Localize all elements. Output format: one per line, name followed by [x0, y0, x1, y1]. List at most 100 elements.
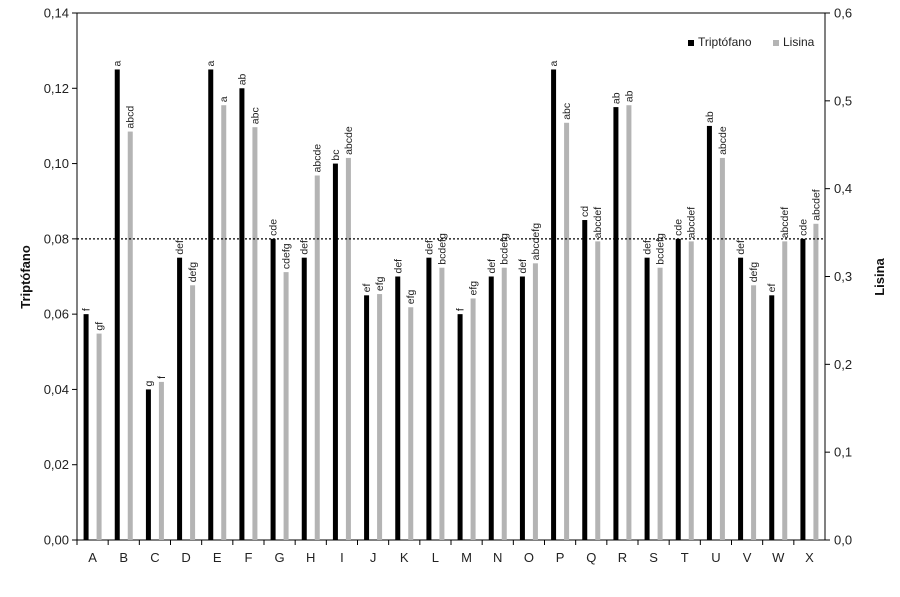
- bar-lisina: [96, 333, 102, 540]
- data-label-triptofano: cd: [579, 206, 591, 217]
- legend-label-lisina: Lisina: [783, 35, 815, 49]
- bar-lisina: [657, 267, 663, 540]
- x-tick-label: K: [400, 550, 409, 565]
- bar-lisina: [314, 175, 320, 540]
- bar-triptofano: [239, 88, 245, 541]
- data-label-lisina: bcdefg: [655, 233, 667, 265]
- bar-lisina: [439, 267, 445, 540]
- y-tick-label-left: 0,02: [44, 457, 69, 472]
- data-label-lisina: abc: [249, 107, 261, 124]
- data-label-triptofano: f: [455, 308, 467, 311]
- bar-lisina: [782, 241, 788, 540]
- data-label-lisina: efg: [468, 281, 480, 296]
- x-tick-label: U: [711, 550, 720, 565]
- data-label-lisina: defg: [748, 262, 760, 283]
- data-label-lisina: abcdef: [779, 207, 791, 239]
- y-tick-label-right: 0,1: [834, 445, 852, 460]
- data-label-triptofano: def: [423, 240, 435, 255]
- data-label-lisina: bcdefg: [499, 233, 511, 265]
- y-tick-label-left: 0,12: [44, 81, 69, 96]
- data-label-lisina: abcde: [312, 144, 324, 173]
- x-tick-label: N: [493, 550, 502, 565]
- bar-triptofano: [114, 69, 120, 540]
- legend-swatch-triptofano: [688, 40, 694, 46]
- data-label-triptofano: cde: [673, 219, 685, 236]
- data-label-triptofano: def: [735, 240, 747, 255]
- data-label-lisina: abcdef: [810, 189, 822, 221]
- x-tick-label: S: [649, 550, 658, 565]
- bar-lisina: [813, 223, 819, 541]
- data-label-triptofano: def: [486, 259, 498, 274]
- bar-triptofano: [145, 389, 151, 540]
- data-label-lisina: gf: [94, 322, 106, 331]
- bar-triptofano: [644, 257, 650, 540]
- data-label-triptofano: def: [174, 240, 186, 255]
- x-tick-label: G: [275, 550, 285, 565]
- data-label-lisina: cdefg: [281, 243, 293, 269]
- y-tick-label-left: 0,00: [44, 533, 69, 548]
- data-label-lisina: efg: [405, 289, 417, 304]
- x-tick-label: X: [805, 550, 814, 565]
- data-label-lisina: abcdefg: [530, 223, 542, 261]
- bar-triptofano: [675, 238, 681, 540]
- x-tick-label: A: [88, 550, 97, 565]
- y-tick-label-right: 0,3: [834, 269, 852, 284]
- data-label-lisina: a: [218, 96, 230, 102]
- bar-lisina: [564, 122, 570, 541]
- data-label-triptofano: def: [299, 240, 311, 255]
- x-tick-label: T: [681, 550, 689, 565]
- bar-lisina: [127, 131, 133, 540]
- bar-triptofano: [332, 163, 338, 541]
- x-tick-label: L: [432, 550, 439, 565]
- bar-triptofano: [364, 295, 370, 540]
- x-tick-label: H: [306, 550, 315, 565]
- bar-lisina: [751, 285, 757, 540]
- bar-lisina: [377, 294, 383, 540]
- bar-lisina: [532, 263, 538, 540]
- data-label-lisina: abc: [561, 103, 573, 120]
- data-label-lisina: abcde: [717, 126, 729, 155]
- data-label-triptofano: ef: [361, 283, 373, 292]
- bar-triptofano: [769, 295, 775, 540]
- y-tick-label-left: 0,10: [44, 156, 69, 171]
- y-tick-label-right: 0,4: [834, 181, 852, 196]
- data-label-triptofano: a: [548, 60, 560, 66]
- y-axis-title-left: Triptófano: [18, 245, 33, 309]
- x-tick-label: I: [340, 550, 344, 565]
- bar-triptofano: [613, 107, 619, 540]
- bar-triptofano: [706, 125, 712, 540]
- bar-triptofano: [208, 69, 214, 540]
- y-tick-label-right: 0,5: [834, 93, 852, 108]
- x-tick-label: W: [772, 550, 785, 565]
- data-label-triptofano: def: [517, 259, 529, 274]
- bar-lisina: [345, 157, 351, 541]
- x-tick-label: J: [370, 550, 377, 565]
- data-label-triptofano: ab: [236, 73, 248, 85]
- data-label-lisina: defg: [187, 262, 199, 283]
- plot-marks: 0,00 0,02 0,04 0,06 0,08 0,10 0,12 0,14 0,0 0,1 0,…: [44, 6, 852, 566]
- bar-lisina: [719, 157, 725, 541]
- data-label-triptofano: def: [642, 240, 654, 255]
- data-label-lisina: abcd: [125, 106, 137, 129]
- bar-lisina: [190, 285, 196, 540]
- data-label-triptofano: ab: [704, 111, 716, 123]
- data-label-lisina: abcdef: [686, 207, 698, 239]
- bar-lisina: [626, 105, 632, 540]
- bar-triptofano: [457, 314, 463, 540]
- bar-triptofano: [519, 276, 525, 540]
- x-tick-label: R: [618, 550, 627, 565]
- x-tick-label: C: [150, 550, 159, 565]
- data-label-lisina: efg: [374, 276, 386, 291]
- x-tick-label: P: [556, 550, 565, 565]
- y-tick-label-left: 0,04: [44, 382, 69, 397]
- bar-lisina: [408, 307, 414, 540]
- data-label-triptofano: g: [143, 380, 155, 386]
- x-tick-label: M: [461, 550, 472, 565]
- y-tick-label-left: 0,08: [44, 231, 69, 246]
- bar-lisina: [470, 298, 476, 540]
- data-label-triptofano: cde: [268, 219, 280, 236]
- data-label-triptofano: def: [392, 259, 404, 274]
- x-tick-label: Q: [586, 550, 596, 565]
- data-label-lisina: ab: [623, 90, 635, 102]
